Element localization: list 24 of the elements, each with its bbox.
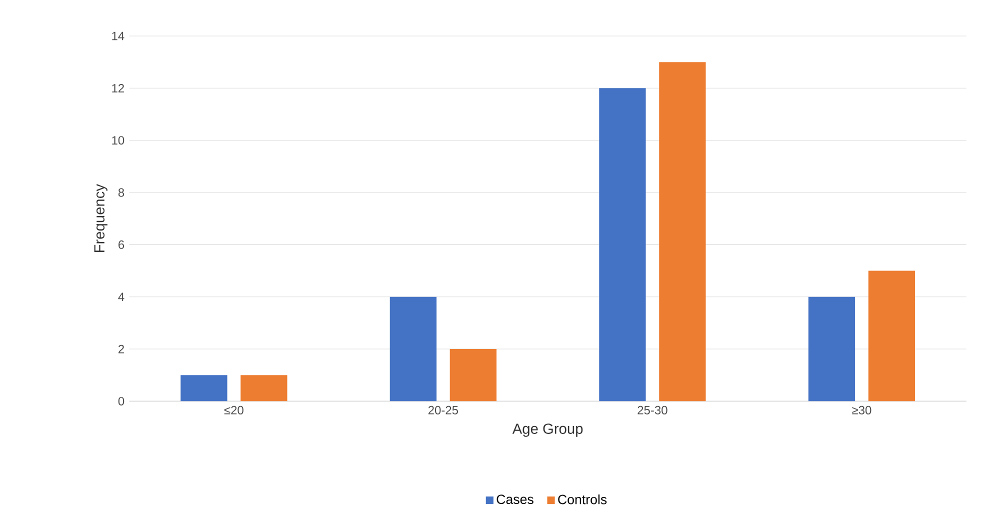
- bar: [450, 348, 497, 402]
- bar: [180, 375, 228, 402]
- y-tick-label: 6: [118, 240, 124, 249]
- y-axis-title: Frequency: [94, 184, 108, 252]
- y-tick-label: 4: [118, 292, 124, 301]
- legend-label: Cases: [496, 494, 534, 504]
- y-tick-label: 2: [118, 344, 124, 354]
- y-tick-label: 14: [112, 32, 124, 40]
- bar: [868, 270, 916, 402]
- bar: [240, 375, 288, 402]
- x-tick-label: ≥30: [852, 406, 872, 414]
- y-tick-label: 0: [118, 396, 124, 406]
- bar: [390, 296, 437, 402]
- y-tick-label: 8: [118, 188, 124, 197]
- x-tick-label: ≤20: [224, 406, 244, 414]
- x-axis-title: Age Group: [512, 423, 583, 437]
- y-tick-label: 12: [112, 84, 124, 92]
- x-tick-label: 25-30: [638, 406, 668, 414]
- legend-label: Controls: [558, 494, 607, 504]
- bar: [659, 62, 706, 402]
- bar: [808, 296, 856, 402]
- x-tick-label: 20-25: [428, 406, 458, 414]
- bar: [599, 88, 646, 402]
- y-tick-label: 10: [112, 136, 124, 145]
